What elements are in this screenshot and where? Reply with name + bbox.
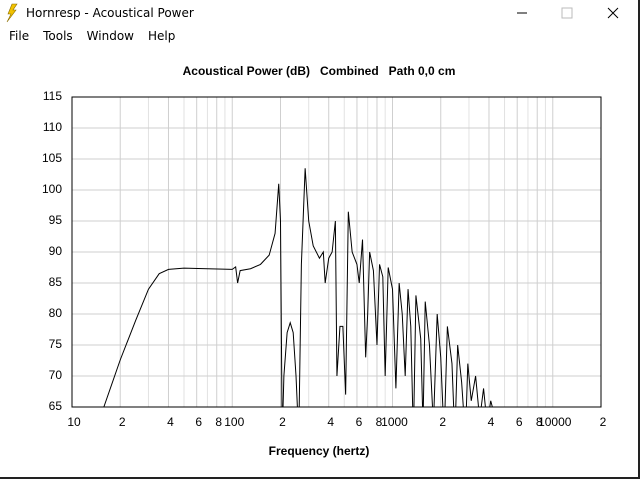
- y-tick-label: 80: [49, 306, 63, 320]
- menu-item[interactable]: File: [9, 28, 30, 43]
- chart: Acoustical Power (dB) Combined Path 0,0 …: [42, 64, 607, 458]
- window-title: Hornresp - Acoustical Power: [26, 6, 194, 20]
- y-tick-label: 100: [42, 182, 62, 196]
- x-tick-label: 4: [167, 415, 174, 429]
- plot-frame: [71, 96, 602, 408]
- x-tick-label: 10: [67, 415, 81, 429]
- y-tick-label: 65: [49, 399, 63, 413]
- x-tick-label: 8: [215, 415, 222, 429]
- x-tick-label: 6: [195, 415, 202, 429]
- menu-bar: File Tools Window Help: [0, 26, 638, 45]
- x-tick-label: 8: [536, 415, 543, 429]
- x-tick-label: 4: [327, 415, 334, 429]
- y-tick-label: 90: [49, 244, 63, 258]
- y-tick-label: 75: [49, 337, 63, 351]
- y-tick-label: 105: [42, 151, 62, 165]
- menu-item[interactable]: Window: [86, 28, 134, 43]
- x-tick-label: 4: [488, 415, 495, 429]
- x-tick-label: 6: [516, 415, 523, 429]
- x-axis-label: Frequency (hertz): [269, 444, 370, 458]
- chart-title: Acoustical Power (dB) Combined Path 0,0 …: [183, 64, 456, 78]
- menu-item[interactable]: Help: [147, 28, 176, 43]
- x-tick-label: 100: [224, 415, 244, 429]
- x-tick-label: 1000: [381, 415, 408, 429]
- maximize-button[interactable]: [561, 7, 573, 19]
- x-tick-label: 8: [376, 415, 383, 429]
- y-tick-label: 70: [49, 368, 63, 382]
- y-tick-label: 110: [43, 120, 62, 134]
- y-tick-label: 85: [49, 275, 63, 289]
- y-tick-label: 115: [43, 89, 62, 103]
- x-tick-label: 10000: [538, 415, 572, 429]
- menu-item[interactable]: Tools: [43, 28, 73, 43]
- x-tick-label: 2: [439, 415, 446, 429]
- x-tick-label: 2: [600, 415, 607, 429]
- x-tick-label: 2: [279, 415, 286, 429]
- close-button[interactable]: [607, 7, 619, 19]
- title-bar: Hornresp - Acoustical Power: [0, 0, 638, 26]
- x-tick-label: 6: [356, 415, 363, 429]
- app-icon: [6, 3, 18, 23]
- data-line: [103, 168, 500, 407]
- y-tick-label: 95: [49, 213, 63, 227]
- window-controls: [6, 3, 619, 23]
- x-tick-label: 2: [119, 415, 126, 429]
